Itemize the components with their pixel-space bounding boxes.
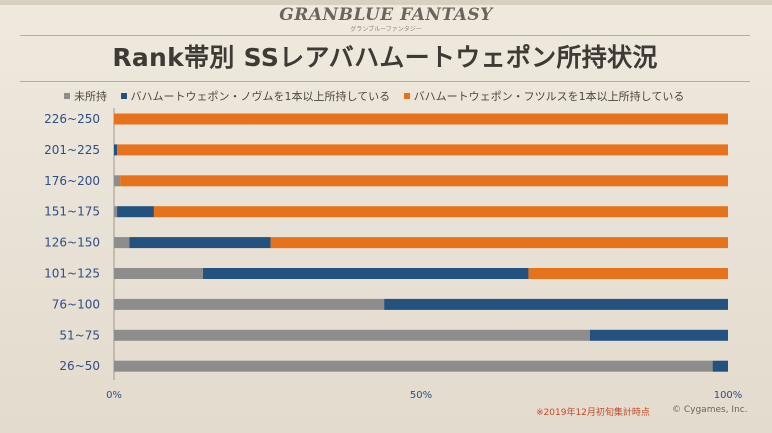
bar-126~150-series-0 [114, 237, 130, 249]
x-tick-label: 100% [714, 390, 743, 401]
legend-item-unowned: 未所持 [64, 88, 107, 104]
title-frame [20, 35, 750, 82]
bar-26~50-series-1 [712, 360, 728, 372]
bar-151~175-series-2 [153, 206, 728, 218]
bar-126~150-series-1 [129, 237, 271, 249]
x-tick-label: 50% [410, 390, 432, 401]
x-tick-label: 0% [106, 390, 122, 401]
bar-201~225-series-1 [114, 144, 118, 156]
bar-126~150-series-2 [270, 237, 728, 249]
legend-label-futuris: バハムートウェポン・フツルスを1本以上所持している [413, 90, 685, 103]
y-tick-label: 76~100 [52, 297, 100, 311]
bar-176~200-series-2 [120, 175, 728, 187]
legend-item-futuris: バハムートウェポン・フツルスを1本以上所持している [403, 88, 685, 104]
bar-76~100-series-1 [384, 298, 728, 310]
bar-51~75-series-1 [589, 329, 728, 341]
bar-226~250-series-2 [114, 113, 728, 125]
granblue-fantasy-logo: GRANBLUE FANTASY グランブルーファンタジー [272, 3, 500, 33]
legend-swatch-orange [403, 93, 410, 99]
bar-101~125-series-0 [114, 268, 204, 279]
bar-51~75-series-0 [114, 329, 590, 341]
y-tick-label: 126~150 [44, 236, 100, 250]
legend: 未所持 バハムートウェポン・ノヴムを1本以上所持している バハムートウェポン・フ… [64, 88, 694, 104]
bar-201~225-series-2 [117, 144, 728, 156]
logo-text: GRANBLUE FANTASY [279, 5, 493, 25]
y-tick-label: 176~200 [44, 174, 100, 188]
bar-151~175-series-0 [114, 206, 118, 218]
copyright: © Cygames, Inc. [672, 405, 748, 415]
legend-swatch-blue [120, 93, 127, 99]
bar-176~200-series-0 [114, 175, 121, 187]
bar-76~100-series-0 [114, 298, 385, 310]
legend-item-novum: バハムートウェポン・ノヴムを1本以上所持している [120, 88, 391, 104]
bar-101~125-series-1 [203, 268, 529, 279]
y-tick-label: 26~50 [59, 359, 100, 373]
legend-swatch-gray [64, 93, 70, 99]
bar-26~50-series-0 [114, 360, 713, 372]
y-tick-label: 101~125 [44, 267, 100, 281]
y-tick-label: 51~75 [59, 328, 100, 342]
y-tick-label: 151~175 [44, 205, 100, 219]
chart-title: Rank帯別 SSレアバハムートウェポン所持状況 [112, 43, 658, 72]
logo-subtitle: グランブルーファンタジー [350, 26, 422, 33]
bar-101~125-series-2 [528, 268, 728, 279]
y-tick-label: 201~225 [44, 143, 100, 157]
aggregation-note: ※2019年12月初旬集計時点 [536, 408, 650, 418]
bar-151~175-series-1 [117, 206, 154, 218]
top-border [0, 0, 772, 5]
legend-label-unowned: 未所持 [74, 90, 107, 103]
legend-label-novum: バハムートウェポン・ノヴムを1本以上所持している [130, 90, 391, 103]
y-tick-label: 226~250 [44, 112, 100, 126]
